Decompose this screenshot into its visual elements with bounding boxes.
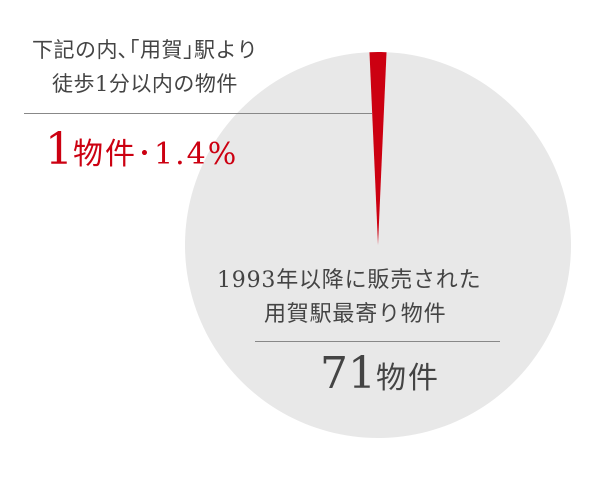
highlight-slice-value: 1物件･1.4% — [45, 128, 238, 172]
main-slice-value: 71物件 — [320, 352, 440, 396]
highlight-slice-label-line1: 下記の内､｢用賀｣駅より — [32, 38, 259, 62]
pie-slice-highlight — [369, 52, 387, 245]
highlight-slice-unit: 物件･1.4% — [73, 137, 239, 172]
highlight-slice-divider — [24, 113, 372, 114]
main-slice-divider — [255, 341, 500, 342]
main-slice-label-line2: 用賀駅最寄り物件 — [264, 302, 447, 327]
main-slice-label-line1: 1993年以降に販売された — [217, 268, 482, 293]
highlight-slice-count: 1 — [45, 124, 73, 175]
main-slice-count: 71 — [320, 348, 376, 399]
highlight-slice-label-line2: 徒歩1分以内の物件 — [52, 72, 238, 96]
main-slice-unit: 物件 — [376, 361, 440, 396]
